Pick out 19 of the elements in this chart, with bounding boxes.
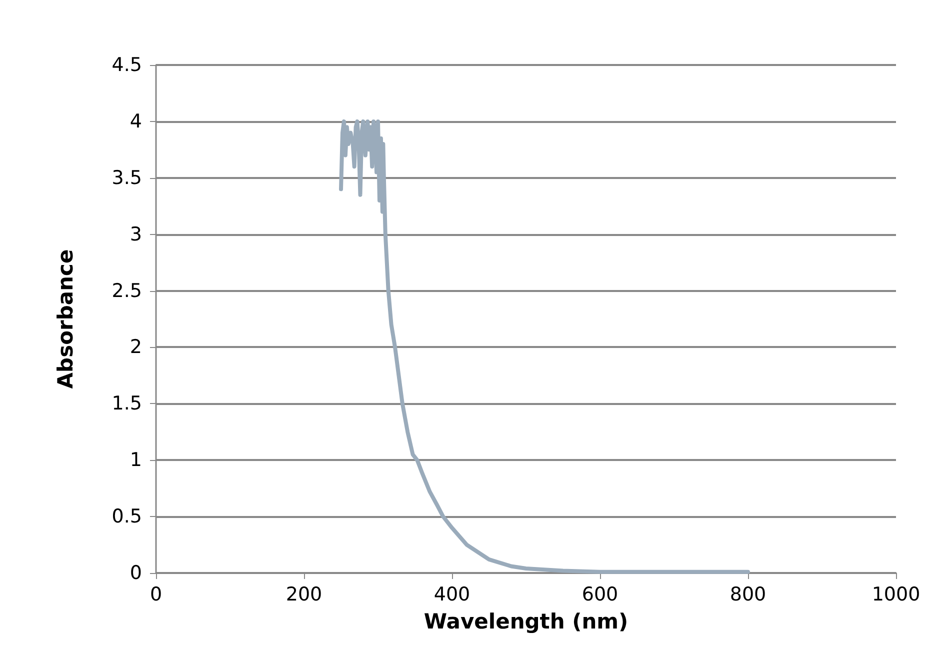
x-tick-label: 400 [434,584,470,606]
y-tick-label: 2 [130,336,142,358]
y-tick-label: 4 [130,110,142,132]
y-tick-label: 3.5 [112,166,142,189]
x-tick-label: 200 [286,584,322,606]
x-tick-label: 1000 [872,584,920,606]
y-tick-label: 2.5 [112,280,142,302]
y-tick-label: 0.5 [112,506,142,528]
y-tick-label: 1 [130,449,142,472]
x-axis-title: Wavelength (nm) [424,610,628,634]
line-series [339,119,750,574]
y-tick-label: 1.5 [112,392,142,415]
x-tick-label: 600 [582,584,618,606]
y-tick-label: 4.5 [112,54,142,76]
y-tick-label: 3 [130,223,142,246]
x-tick-label: 800 [730,584,766,606]
x-tick-label: 0 [150,584,162,606]
y-axis-title: Absorbance [54,249,78,389]
y-tick-label: 0 [130,562,142,584]
